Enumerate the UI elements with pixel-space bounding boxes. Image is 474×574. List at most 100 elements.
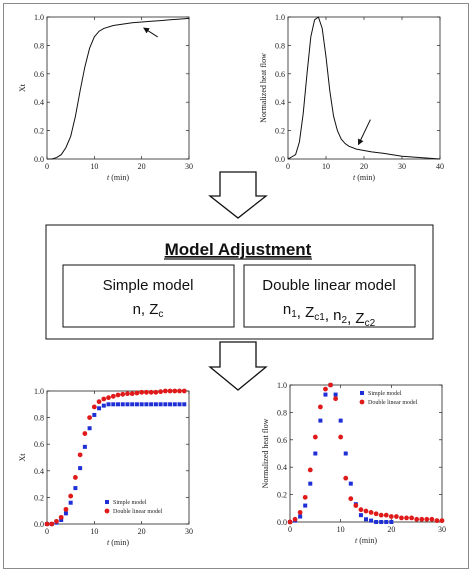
plot-frame bbox=[46, 16, 190, 160]
x-tick-label: 10 bbox=[337, 525, 345, 534]
data-point-circle bbox=[120, 391, 126, 397]
y-axis-label: Normalized heat flow bbox=[259, 53, 268, 123]
legend-label: Double linear model bbox=[368, 400, 418, 406]
data-point-circle bbox=[167, 388, 173, 394]
y-tick-label: 0.6 bbox=[277, 436, 287, 445]
data-point-circle bbox=[73, 475, 78, 480]
data-point-circle bbox=[68, 493, 74, 499]
data-point-square bbox=[323, 392, 328, 397]
x-tick-label: 30 bbox=[185, 162, 193, 171]
data-point-circle bbox=[177, 388, 182, 394]
x-tick-label: 10 bbox=[322, 162, 330, 171]
y-tick-label: 0.4 bbox=[34, 98, 44, 107]
data-point-square bbox=[139, 402, 144, 407]
data-point-square bbox=[101, 403, 106, 408]
annotation-arrow bbox=[143, 27, 158, 38]
data-point-square bbox=[111, 402, 116, 407]
chart-bottom-left: 0 10 20 30 0.0 0.2 0.4 0.6 0.8 1.0 t (min) Xt Simple… bbox=[18, 387, 193, 547]
data-point-circle bbox=[87, 415, 92, 420]
y-tick-label: 0.4 bbox=[34, 467, 44, 476]
data-point-circle bbox=[292, 516, 298, 522]
y-tick-label: 1.0 bbox=[275, 13, 285, 22]
y-tick-label: 1.0 bbox=[34, 387, 44, 396]
data-point-square bbox=[97, 406, 102, 411]
y-tick-label: 0.8 bbox=[34, 41, 44, 50]
y-tick-label: 0.2 bbox=[34, 493, 44, 502]
data-point-square bbox=[130, 402, 135, 407]
y-axis-label: Xt bbox=[18, 453, 27, 462]
x-axis-label: t (min) bbox=[107, 173, 129, 182]
data-point-circle bbox=[125, 391, 130, 397]
model-adjustment-title: Model Adjustment bbox=[165, 240, 312, 259]
param-text: , Z bbox=[347, 310, 365, 327]
data-point-circle bbox=[353, 503, 359, 508]
series-line bbox=[287, 16, 441, 160]
data-point-square bbox=[379, 520, 384, 524]
x-tick-label: 20 bbox=[138, 527, 146, 536]
x-tick-label: 0 bbox=[288, 525, 292, 534]
data-point-circle bbox=[338, 434, 344, 440]
data-point-square bbox=[182, 402, 187, 407]
data-point-circle bbox=[348, 496, 354, 502]
data-point-circle bbox=[82, 431, 88, 436]
legend-marker bbox=[359, 399, 365, 405]
data-point-circle bbox=[312, 434, 318, 440]
data-point-square bbox=[92, 412, 97, 417]
data-point-circle bbox=[383, 512, 389, 518]
data-point-circle bbox=[439, 518, 445, 524]
data-point-circle bbox=[162, 388, 168, 394]
x-axis-label: t (min) bbox=[355, 536, 377, 545]
data-point-circle bbox=[106, 395, 111, 401]
y-tick-label: 0.2 bbox=[277, 491, 287, 500]
data-point-circle bbox=[144, 389, 149, 395]
data-point-circle bbox=[153, 389, 159, 395]
data-point-square bbox=[313, 451, 318, 456]
data-point-circle bbox=[328, 382, 333, 388]
data-point-circle bbox=[44, 521, 50, 527]
data-point-circle bbox=[333, 396, 338, 402]
data-point-square bbox=[374, 520, 379, 524]
y-tick-label: 0.8 bbox=[34, 414, 44, 423]
param-text: , Z bbox=[297, 304, 315, 321]
x-tick-label: 10 bbox=[90, 162, 98, 171]
data-point-circle bbox=[424, 516, 430, 522]
data-point-square bbox=[298, 514, 303, 519]
data-point-square bbox=[73, 486, 78, 491]
x-axis-label: t (min) bbox=[353, 173, 375, 182]
x-tick-label: 20 bbox=[138, 162, 146, 171]
data-point-square bbox=[125, 402, 130, 407]
data-point-square bbox=[82, 444, 87, 449]
data-point-circle bbox=[181, 388, 187, 394]
data-point-square bbox=[68, 500, 73, 505]
data-point-circle bbox=[302, 494, 308, 500]
data-point-square bbox=[318, 418, 323, 423]
chart-bottom-right: 0 10 20 30 0.0 0.2 0.4 0.6 0.8 1.0 t (min) Normaliz… bbox=[261, 381, 446, 545]
plot-frame bbox=[46, 390, 190, 525]
data-point-square bbox=[364, 517, 368, 522]
data-point-circle bbox=[323, 386, 328, 392]
data-point-circle bbox=[363, 508, 369, 514]
param-text: n bbox=[283, 301, 291, 318]
legend-label: Simple model bbox=[368, 391, 402, 397]
x-tick-label: 0 bbox=[45, 527, 49, 536]
data-point-square bbox=[343, 451, 348, 456]
data-point-square bbox=[389, 520, 394, 524]
param-subscript: 2 bbox=[342, 315, 348, 326]
data-point-square bbox=[158, 402, 163, 407]
data-point-square bbox=[333, 392, 338, 397]
data-point-circle bbox=[172, 388, 178, 394]
x-tick-label: 30 bbox=[398, 162, 406, 171]
data-point-circle bbox=[399, 515, 404, 521]
data-point-square bbox=[303, 503, 308, 508]
simple-model-label: Simple model bbox=[103, 277, 194, 294]
data-point-circle bbox=[58, 514, 64, 520]
data-point-circle bbox=[409, 515, 414, 521]
data-point-circle bbox=[434, 518, 440, 524]
data-point-circle bbox=[307, 467, 313, 473]
x-tick-label: 30 bbox=[438, 525, 446, 534]
data-point-circle bbox=[358, 507, 364, 513]
data-point-circle bbox=[129, 391, 135, 397]
data-point-circle bbox=[110, 393, 116, 399]
data-point-circle bbox=[368, 510, 374, 515]
data-point-circle bbox=[414, 516, 420, 522]
